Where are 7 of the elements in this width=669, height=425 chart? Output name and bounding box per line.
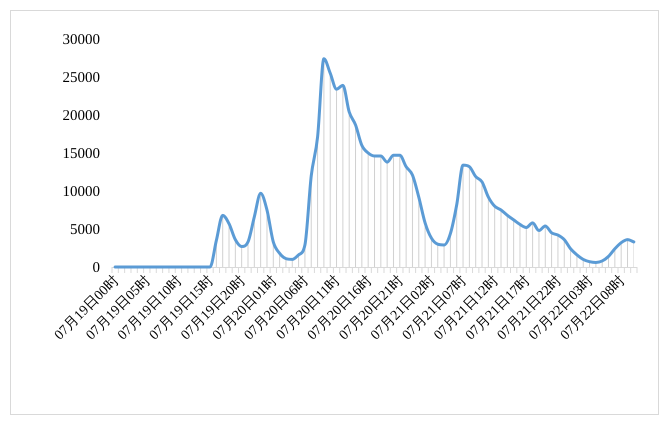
y-tick-label: 30000 <box>62 32 100 48</box>
y-tick-label: 20000 <box>62 108 100 124</box>
y-tick-label: 25000 <box>62 70 100 86</box>
y-tick-label: 0 <box>92 260 100 276</box>
y-tick-label: 5000 <box>70 222 100 238</box>
y-tick-label: 15000 <box>62 146 100 162</box>
y-tick-label: 10000 <box>62 184 100 200</box>
